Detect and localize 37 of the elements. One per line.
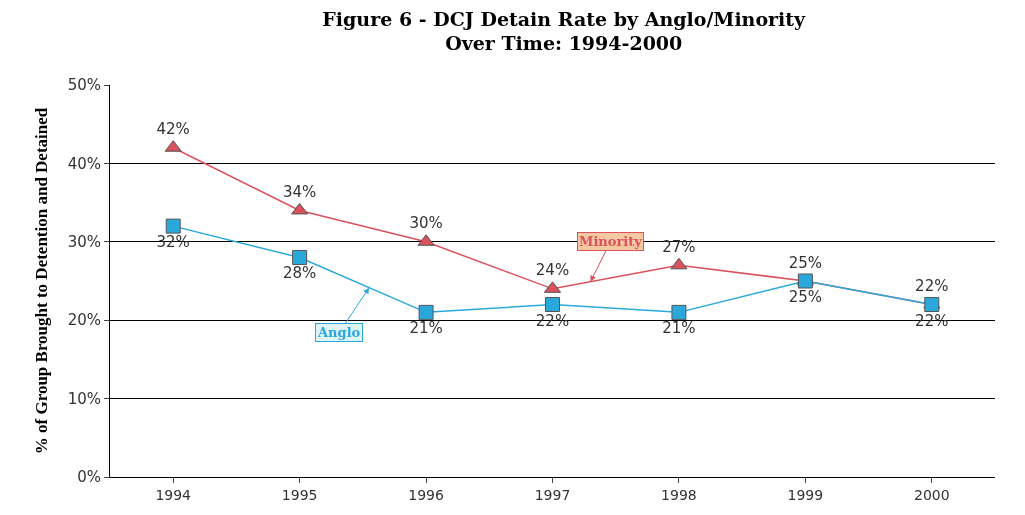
y-tick-label: 50% xyxy=(67,76,101,95)
point xyxy=(165,218,181,234)
data-label: 25% xyxy=(788,253,823,272)
data-label: 42% xyxy=(156,120,190,139)
y-tick-label: 10% xyxy=(67,389,101,408)
y-tick-label: 40% xyxy=(67,154,101,173)
chart-title: Figure 6 - DCJ Detain Rate by Anglo/Minority Over Time: 1994-2000 xyxy=(322,7,807,55)
data-label: 21% xyxy=(409,319,443,338)
point xyxy=(797,273,813,289)
data-label: 28% xyxy=(282,264,317,283)
point xyxy=(418,304,434,320)
y-tick-label: 0% xyxy=(77,468,101,487)
x-tick-label: 2000 xyxy=(913,486,950,503)
point xyxy=(291,202,309,215)
x-tick-label: 1994 xyxy=(155,486,192,503)
data-label: 27% xyxy=(662,237,696,256)
point xyxy=(670,257,688,270)
point xyxy=(545,297,560,313)
point xyxy=(924,297,940,313)
data-label: 25% xyxy=(788,288,823,306)
data-label: 24% xyxy=(535,261,570,280)
x-tick-label: 1997 xyxy=(534,486,571,503)
point xyxy=(292,249,308,265)
data-label: 34% xyxy=(282,182,317,201)
y-axis-title: % of Group Brought to Detention and Detained xyxy=(32,107,52,455)
data-label: 22% xyxy=(915,277,949,296)
data-label: 21% xyxy=(662,319,696,338)
x-tick-label: 1996 xyxy=(408,486,444,503)
y-tick-label: 30% xyxy=(67,233,101,252)
data-label: 30% xyxy=(409,214,443,233)
series-label: Minority xyxy=(579,234,643,249)
point xyxy=(671,304,687,320)
x-tick-label: 1995 xyxy=(281,486,318,503)
x-tick-label: 1998 xyxy=(661,486,697,503)
text: Anglo xyxy=(317,325,361,340)
y-tick-label: 20% xyxy=(67,311,101,330)
x-tick-label: 1999 xyxy=(787,486,824,503)
